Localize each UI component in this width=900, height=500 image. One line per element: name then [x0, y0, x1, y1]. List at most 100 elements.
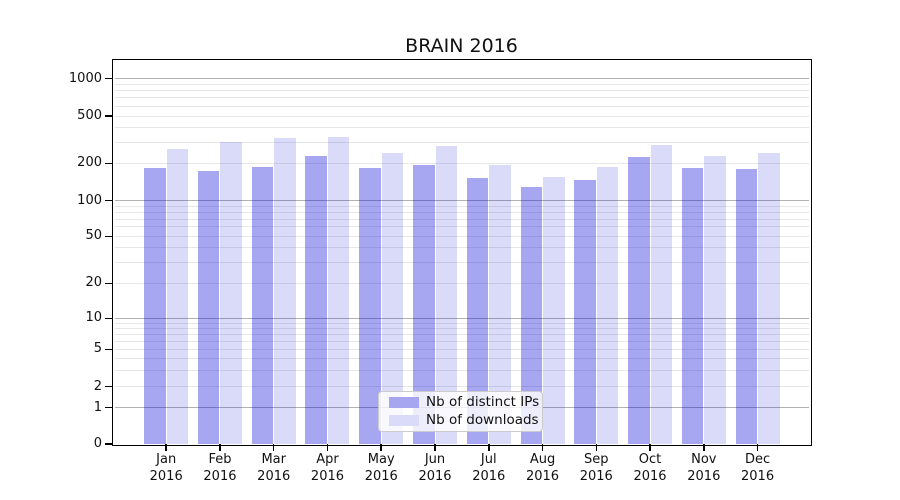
- x-tick-label: Jun 2016: [418, 452, 452, 484]
- x-tick-label: Oct 2016: [633, 452, 667, 484]
- x-tick-label: Jan 2016: [149, 452, 183, 484]
- x-tick-mark: [165, 444, 167, 451]
- x-tick-mark: [434, 444, 436, 451]
- bar-downloads: [327, 137, 350, 444]
- x-tick-mark: [703, 444, 705, 451]
- x-tick-mark: [272, 444, 275, 451]
- gridline-minor: [115, 327, 809, 329]
- gridline-minor: [115, 218, 809, 220]
- gridline-minor: [115, 333, 809, 335]
- gridline-minor: [115, 141, 809, 143]
- gridline-minor: [115, 226, 809, 228]
- x-tick-label: Feb 2016: [203, 452, 237, 484]
- x-tick-label: Mar 2016: [257, 452, 291, 484]
- chart-title: BRAIN 2016: [405, 35, 518, 57]
- y-tick-label: 1: [93, 399, 102, 415]
- x-tick-label: May 2016: [364, 452, 398, 484]
- gridline-major: [115, 78, 809, 79]
- y-tick-label: 1000: [68, 70, 102, 86]
- legend-item-distinct-ips: Nb of distinct IPs: [389, 394, 542, 410]
- bar-distinct-ips: [628, 156, 650, 444]
- bar-downloads: [650, 145, 673, 444]
- gridline-minor: [115, 97, 809, 99]
- x-tick-mark: [595, 444, 598, 451]
- bar-downloads: [489, 164, 511, 444]
- bar-downloads: [435, 145, 457, 444]
- gridline-minor: [115, 105, 809, 107]
- bar-downloads: [220, 141, 242, 444]
- gridline-minor: [115, 211, 809, 213]
- x-tick-mark: [326, 444, 329, 451]
- x-tick-mark: [219, 444, 221, 451]
- bar-distinct-ips: [574, 179, 596, 444]
- bar-distinct-ips: [251, 166, 274, 444]
- y-tick-mark: [105, 406, 113, 409]
- y-tick-mark: [105, 235, 113, 238]
- gridline-minor: [115, 205, 809, 207]
- gridline-minor: [115, 162, 809, 164]
- x-tick-label: Dec 2016: [741, 452, 775, 484]
- bar-downloads: [758, 153, 780, 444]
- legend-label-downloads: Nb of downloads: [426, 412, 539, 428]
- y-tick-label: 200: [77, 155, 102, 171]
- gridline-major: [115, 317, 809, 319]
- legend-swatch-distinct-ips: [389, 397, 419, 408]
- y-tick-mark: [105, 199, 113, 202]
- gridline-minor: [115, 322, 809, 324]
- x-tick-mark: [380, 444, 382, 451]
- legend-label-distinct-ips: Nb of distinct IPs: [426, 394, 540, 410]
- bar-distinct-ips: [735, 168, 758, 444]
- gridline-minor: [115, 115, 809, 117]
- y-tick-label: 100: [77, 192, 102, 208]
- x-tick-label: Jul 2016: [472, 452, 506, 484]
- gridline-minor: [115, 247, 809, 249]
- bar-downloads: [166, 148, 189, 444]
- gridline-minor: [115, 262, 809, 263]
- x-tick-mark: [756, 444, 759, 451]
- x-tick-mark: [541, 444, 544, 451]
- y-tick-mark: [105, 348, 113, 351]
- bar-distinct-ips: [359, 167, 381, 444]
- bar-distinct-ips: [144, 168, 166, 444]
- gridline-minor: [115, 340, 809, 342]
- x-tick-mark: [649, 444, 651, 451]
- y-tick-label: 0: [93, 436, 102, 451]
- y-tick-label: 20: [85, 275, 102, 291]
- bar-distinct-ips: [197, 171, 220, 444]
- y-tick-mark: [105, 282, 113, 285]
- legend: Nb of distinct IPs Nb of downloads: [378, 391, 543, 432]
- bar-distinct-ips: [305, 156, 327, 444]
- x-tick-mark: [488, 444, 490, 451]
- legend-item-downloads: Nb of downloads: [389, 412, 542, 428]
- gridline-minor: [115, 127, 809, 129]
- bar-distinct-ips: [413, 164, 435, 444]
- y-tick-mark: [105, 77, 113, 80]
- gridline-major: [115, 200, 809, 202]
- y-tick-mark: [105, 317, 113, 320]
- bar-distinct-ips: [520, 186, 543, 444]
- gridline-minor: [115, 357, 809, 359]
- x-tick-label: Apr 2016: [310, 452, 345, 484]
- bar-distinct-ips: [681, 167, 704, 444]
- bar-downloads: [274, 138, 296, 444]
- gridline-minor: [115, 235, 809, 237]
- bar-downloads: [596, 167, 619, 444]
- gridline-minor: [115, 386, 809, 388]
- y-tick-mark: [105, 385, 113, 388]
- gridline-minor: [115, 348, 809, 350]
- y-tick-mark: [105, 162, 113, 165]
- gridline-minor: [115, 369, 809, 371]
- y-tick-label: 5: [93, 341, 102, 357]
- bar-downloads: [704, 155, 726, 444]
- y-tick-mark: [105, 443, 113, 445]
- x-tick-label: Nov 2016: [687, 452, 721, 484]
- y-tick-label: 50: [85, 228, 102, 244]
- y-tick-label: 2: [93, 378, 102, 394]
- y-tick-mark: [105, 115, 113, 117]
- legend-swatch-downloads: [389, 415, 419, 426]
- bar-distinct-ips: [466, 177, 489, 444]
- x-tick-label: Aug 2016: [525, 452, 560, 484]
- gridline-minor: [115, 90, 809, 92]
- y-tick-label: 10: [85, 310, 102, 326]
